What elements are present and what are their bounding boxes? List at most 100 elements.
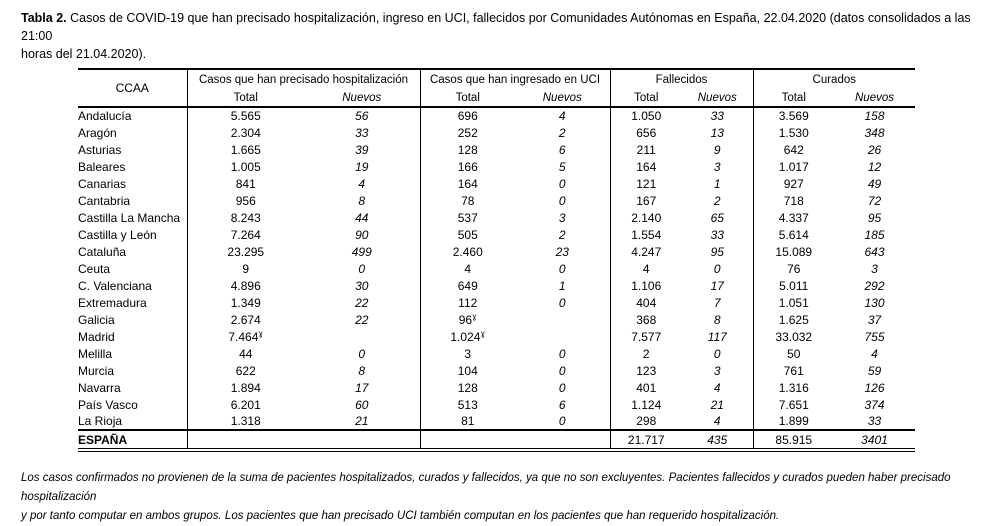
- value-cell: 1.050: [631, 109, 662, 123]
- footnote-line2: y por tanto computar en ambos grupos. Lo…: [21, 510, 780, 522]
- value-cell: 4: [682, 413, 754, 430]
- value-cell: [304, 328, 421, 345]
- value-cell: 7: [682, 294, 754, 311]
- covid-cases-table: CCAA Casos que han precisado hospitaliza…: [78, 68, 915, 452]
- value-cell: 15.089: [775, 244, 813, 259]
- subheader-fallecidos-nuevos: Nuevos: [682, 90, 754, 108]
- table-row: Cataluña 23.295 499 2.460 23 4.247 95 15.089 643: [78, 243, 915, 260]
- table-row: Cantabria 956 8 78 0 167 2 718 72: [78, 192, 915, 209]
- value-cell: 23: [515, 243, 611, 260]
- value-cell: 95: [682, 243, 754, 260]
- value-cell: 374: [864, 397, 885, 412]
- value-cell: 60: [304, 396, 421, 413]
- value-cell: 696: [457, 109, 478, 123]
- table-row: Murcia 622 8 104 0 123 3 761 59: [78, 362, 915, 379]
- value-cell: [187, 429, 304, 452]
- value-cell: 4: [871, 346, 878, 361]
- value-cell: 1.318: [230, 414, 261, 428]
- subheader-fallecidos-total: Total: [610, 90, 682, 108]
- table-total-row: ESPAÑA 21.717 435 85.915 3401: [78, 429, 915, 452]
- value-cell: 6: [515, 141, 611, 158]
- value-cell: 96ɣ: [458, 311, 477, 327]
- column-group-fallecidos: Fallecidos: [610, 68, 754, 90]
- value-cell: 4: [515, 107, 611, 124]
- footnote-line1: Los casos confirmados no provienen de la…: [21, 472, 951, 503]
- value-cell: 4: [464, 261, 472, 276]
- subheader-curados-total: Total: [753, 90, 834, 108]
- ccaa-cell: Castilla y León: [78, 226, 188, 243]
- subheader-curados-nuevos: Nuevos: [834, 90, 915, 108]
- value-cell: [515, 311, 611, 328]
- value-cell: 1.051: [778, 295, 809, 310]
- value-cell: 348: [864, 125, 885, 140]
- value-cell: 164: [457, 176, 478, 191]
- value-cell: 5.614: [778, 227, 809, 242]
- value-cell: 12: [867, 159, 882, 174]
- value-cell: 761: [783, 363, 804, 378]
- value-cell: 642: [783, 142, 804, 157]
- value-cell: 21.717: [610, 429, 682, 452]
- ccaa-cell: País Vasco: [78, 396, 188, 413]
- value-cell: 1.024ɣ: [450, 328, 486, 344]
- value-cell: 537: [457, 210, 478, 225]
- value-cell: 39: [304, 141, 421, 158]
- value-cell: 6.201: [230, 397, 261, 412]
- table-row: Galicia 2.674 22 96ɣ 368 8 1.625 37: [78, 311, 915, 328]
- value-cell: 2.460: [452, 244, 483, 259]
- value-cell: 59: [867, 363, 882, 378]
- value-cell: [420, 429, 515, 452]
- value-cell: 2.140: [631, 210, 662, 225]
- value-cell: 513: [457, 397, 478, 412]
- value-cell: 1.530: [778, 125, 809, 140]
- sub-header-row: Total Nuevos Total Nuevos Total Nuevos T…: [78, 90, 915, 108]
- value-cell: 128: [457, 380, 478, 395]
- subheader-uci-nuevos: Nuevos: [515, 90, 611, 108]
- value-cell: 4: [682, 379, 754, 396]
- value-cell: 9: [242, 261, 250, 276]
- value-cell: 0: [515, 413, 611, 430]
- value-cell: 9: [682, 141, 754, 158]
- subheader-uci-total: Total: [420, 90, 515, 108]
- value-cell: 0: [515, 260, 611, 277]
- value-cell: 1: [515, 277, 611, 294]
- value-cell: 4: [304, 175, 421, 192]
- table-row: Extremadura 1.349 22 112 0 404 7 1.051 130: [78, 294, 915, 311]
- value-cell: 30: [304, 277, 421, 294]
- value-cell: 622: [235, 363, 256, 378]
- group-header-row: CCAA Casos que han precisado hospitaliza…: [78, 68, 915, 108]
- value-cell: [515, 429, 611, 452]
- value-cell: 17: [682, 277, 754, 294]
- value-cell: 5.011: [779, 278, 809, 293]
- value-cell: 368: [636, 312, 657, 327]
- table-footnote: Los casos confirmados no provienen de la…: [21, 469, 988, 526]
- value-cell: 0: [515, 294, 611, 311]
- value-cell: 3.569: [778, 109, 809, 123]
- ccaa-cell: Melilla: [78, 345, 188, 362]
- table-row: Melilla 44 0 3 0 2 0 50 4: [78, 345, 915, 362]
- table-row: Madrid 7.464ɣ 1.024ɣ 7.577 117 33.032 755: [78, 328, 915, 345]
- value-cell: [515, 328, 611, 345]
- value-cell: 7.577: [631, 329, 662, 344]
- footnote-marker: ɣ: [480, 328, 486, 338]
- value-cell: 72: [867, 193, 882, 208]
- value-cell: 1.554: [631, 227, 662, 242]
- value-cell: 104: [457, 363, 478, 378]
- value-cell: 1.349: [230, 295, 261, 310]
- value-cell: 2: [642, 346, 650, 361]
- value-cell: 4.337: [778, 210, 809, 225]
- ccaa-cell: ESPAÑA: [78, 429, 188, 452]
- value-cell: 117: [682, 328, 754, 345]
- ccaa-cell: C. Valenciana: [78, 277, 188, 294]
- ccaa-cell: Extremadura: [78, 294, 188, 311]
- value-cell: 5: [515, 158, 611, 175]
- value-cell: 8: [682, 311, 754, 328]
- value-cell: 927: [783, 176, 804, 191]
- value-cell: 4.247: [631, 244, 662, 259]
- value-cell: 0: [515, 192, 611, 209]
- value-cell: 44: [304, 209, 421, 226]
- value-cell: 121: [636, 176, 657, 191]
- table-title-text-line1: Casos de COVID-19 que han precisado hosp…: [21, 11, 971, 43]
- table-row: Asturias 1.665 39 128 6 211 9 642 26: [78, 141, 915, 158]
- value-cell: 7.651: [778, 397, 809, 412]
- value-cell: 1.124: [631, 397, 662, 412]
